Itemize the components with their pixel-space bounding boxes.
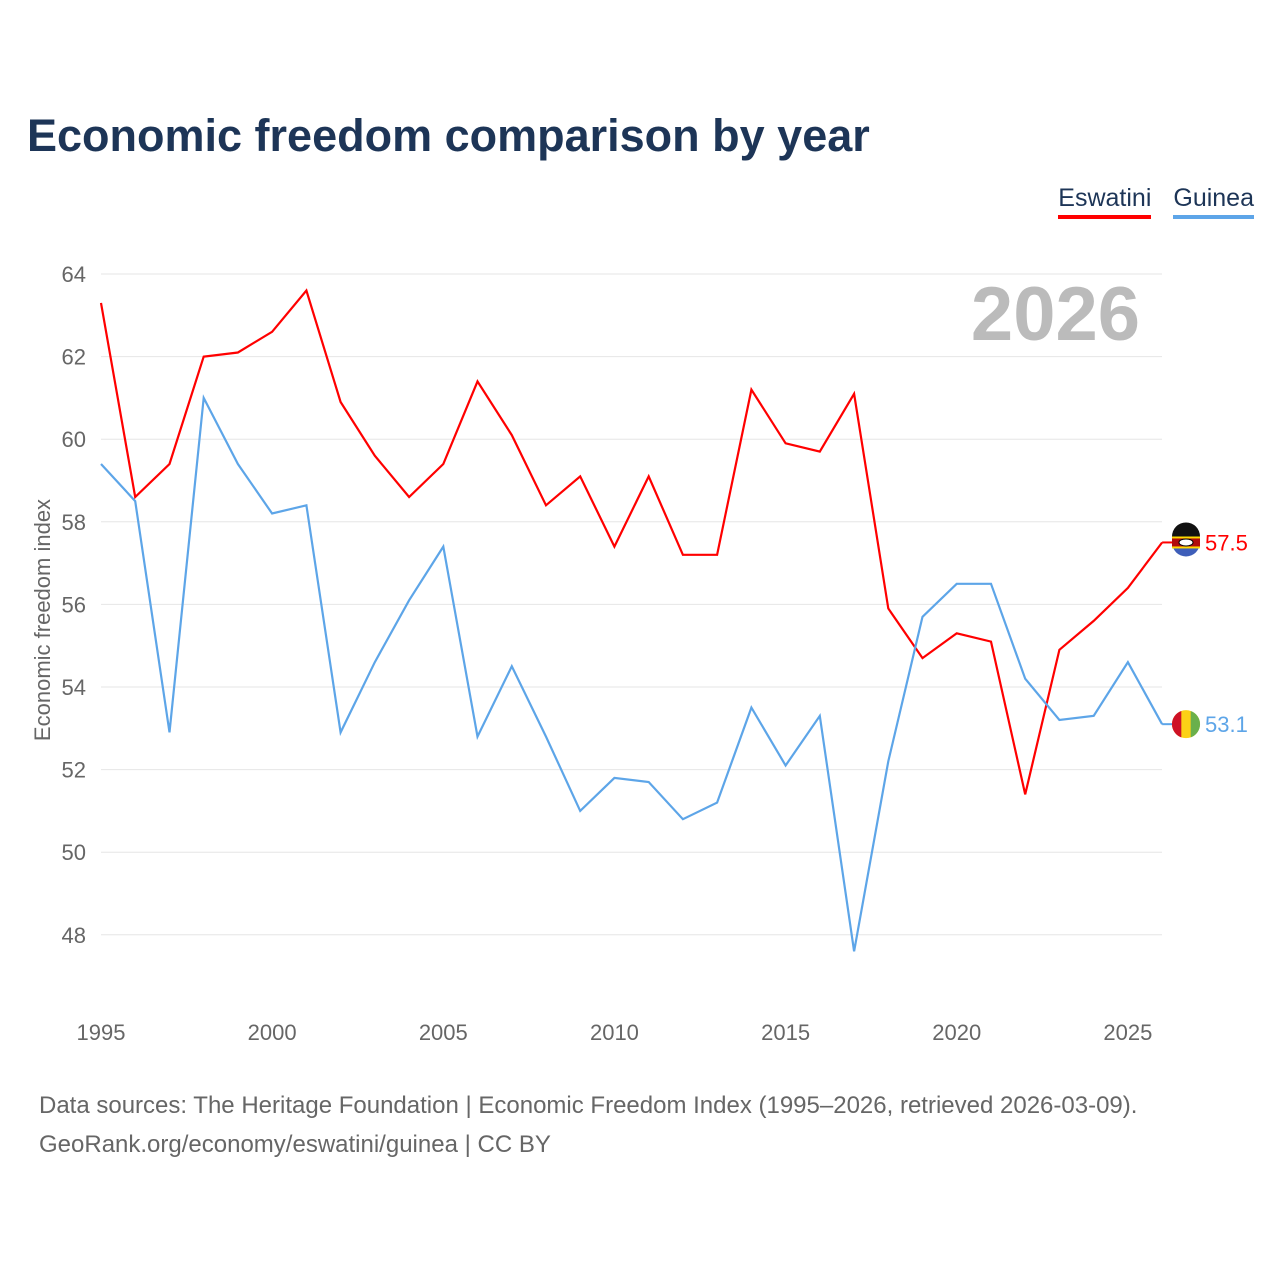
flag-stripe-green xyxy=(1190,710,1201,738)
y-tick-label: 52 xyxy=(62,758,86,783)
footer: Data sources: The Heritage Foundation | … xyxy=(39,1086,1137,1164)
chart-title: Economic freedom comparison by year xyxy=(27,110,870,161)
legend-eswatini[interactable]: Eswatini xyxy=(1058,184,1152,219)
legend-guinea[interactable]: Guinea xyxy=(1173,184,1254,219)
attribution-text: GeoRank.org/economy/eswatini/guinea | CC… xyxy=(39,1131,551,1158)
year-watermark: 2026 xyxy=(971,272,1140,357)
end-value-label-guinea: 53.1 xyxy=(1205,712,1248,737)
x-tick-label: 2010 xyxy=(590,1020,639,1045)
y-tick-label: 60 xyxy=(62,427,86,452)
legend: Eswatini Guinea xyxy=(1058,184,1254,219)
y-tick-label: 62 xyxy=(62,345,86,370)
x-tick-label: 2000 xyxy=(248,1020,297,1045)
x-tick-label: 2005 xyxy=(419,1020,468,1045)
flag-stripe-red xyxy=(1171,710,1182,738)
y-tick-label: 48 xyxy=(62,923,86,948)
source-text: Data sources: The Heritage Foundation | … xyxy=(39,1092,1138,1119)
y-tick-label: 50 xyxy=(62,840,86,865)
y-tick-label: 56 xyxy=(62,592,86,617)
series-line-guinea xyxy=(100,394,1164,952)
x-tick-label: 2015 xyxy=(761,1020,810,1045)
flag-top xyxy=(1172,522,1200,537)
x-tick-label: 2025 xyxy=(1103,1020,1152,1045)
y-axis-label: Economic freedom index xyxy=(30,499,55,741)
y-tick-label: 58 xyxy=(62,510,86,535)
end-value-label-eswatini: 57.5 xyxy=(1205,530,1248,555)
x-tick-label: 2020 xyxy=(932,1020,981,1045)
y-tick-label: 54 xyxy=(62,675,86,700)
flag-shield xyxy=(1178,538,1194,547)
x-tick-label: 1995 xyxy=(77,1020,126,1045)
y-tick-label: 64 xyxy=(62,262,86,287)
series-line-eswatini xyxy=(99,288,1163,795)
